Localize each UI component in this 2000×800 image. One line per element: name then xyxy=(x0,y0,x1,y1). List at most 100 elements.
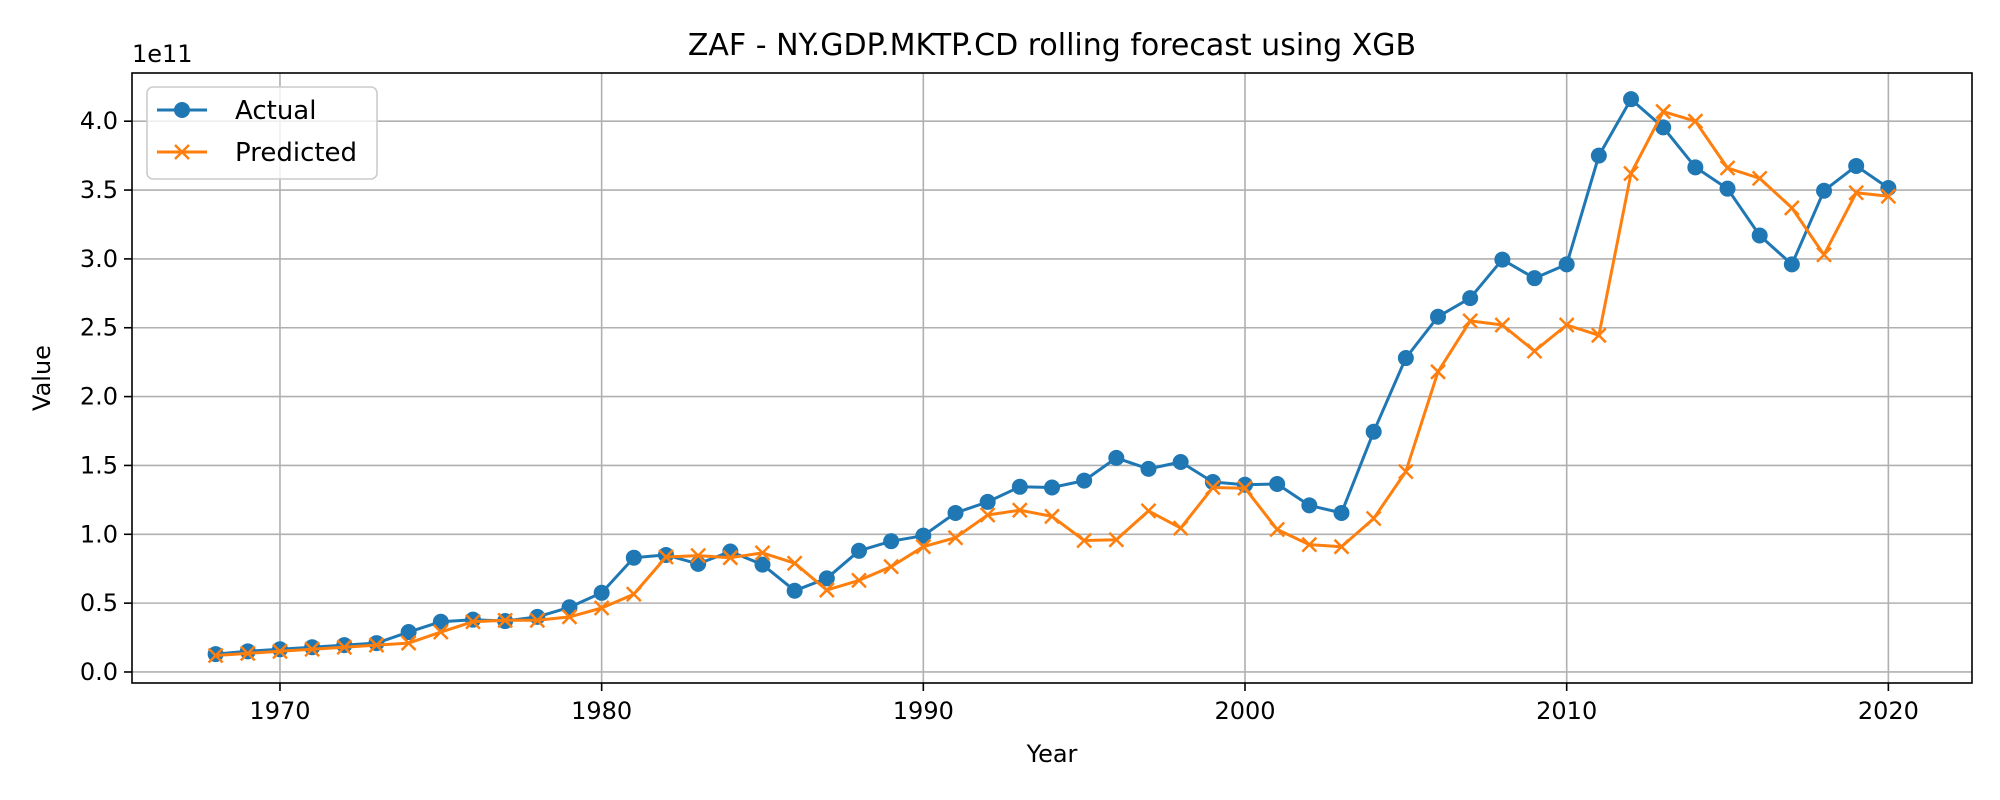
y-tick-label: 1.0 xyxy=(80,520,118,548)
legend-label-predicted: Predicted xyxy=(235,138,357,168)
y-tick-label: 2.5 xyxy=(80,314,118,342)
x-tick-label: 1970 xyxy=(249,697,310,725)
predicted-point xyxy=(1687,113,1704,130)
series-predicted xyxy=(207,103,1897,664)
actual-point xyxy=(1365,423,1382,440)
predicted-point xyxy=(1044,508,1060,525)
actual-point xyxy=(1076,472,1093,489)
predicted-point xyxy=(1494,317,1511,333)
actual-point xyxy=(336,637,353,654)
predicted-point xyxy=(979,507,996,523)
y-tick-label: 0.0 xyxy=(80,658,118,686)
predicted-point xyxy=(529,612,546,629)
predicted-point xyxy=(465,613,481,630)
actual-point xyxy=(1172,453,1189,470)
actual-point xyxy=(657,546,674,563)
actual-point xyxy=(690,555,707,572)
predicted-point xyxy=(1462,312,1479,329)
predicted-point xyxy=(754,544,771,561)
x-tick-label: 2020 xyxy=(1858,697,1919,725)
predicted-point xyxy=(1301,536,1318,553)
predicted-point xyxy=(1333,538,1350,555)
actual-point xyxy=(1494,251,1511,268)
actual-point xyxy=(1526,270,1543,287)
actual-point xyxy=(850,542,867,559)
actual-point xyxy=(1751,227,1768,244)
actual-point xyxy=(304,639,321,656)
predicted-point xyxy=(593,600,610,616)
actual-point xyxy=(1719,180,1736,197)
y-tick-label: 0.5 xyxy=(80,589,118,617)
predicted-point xyxy=(851,572,867,589)
actual-point xyxy=(1011,478,1028,495)
predicted-point xyxy=(1623,165,1639,182)
actual-point xyxy=(593,584,610,601)
predicted-point xyxy=(1430,363,1446,380)
predicted-point xyxy=(207,647,224,664)
actual-point xyxy=(1687,159,1704,176)
legend-marker-predicted xyxy=(174,144,190,160)
predicted-point xyxy=(1848,184,1865,201)
actual-point xyxy=(1623,91,1640,108)
x-tick-label: 1980 xyxy=(571,697,632,725)
predicted-point xyxy=(272,643,288,660)
x-tick-label: 1990 xyxy=(893,697,954,725)
y-tick-label: 1.5 xyxy=(80,451,118,479)
predicted-point xyxy=(1751,170,1768,187)
actual-point xyxy=(1397,350,1414,367)
actual-point xyxy=(883,533,900,550)
y-tick-label: 2.0 xyxy=(80,383,118,411)
predicted-point xyxy=(1655,103,1672,120)
actual-point xyxy=(818,570,835,587)
grid xyxy=(132,73,1972,683)
actual-point xyxy=(271,641,288,658)
x-tick-label: 2010 xyxy=(1536,697,1597,725)
predicted-point xyxy=(1783,200,1800,216)
actual-point xyxy=(1558,256,1575,273)
predicted-point xyxy=(336,639,353,656)
actual-point xyxy=(464,611,481,628)
predicted-point xyxy=(818,582,835,598)
actual-point xyxy=(1044,479,1060,496)
actual-point xyxy=(1816,182,1833,199)
actual-point xyxy=(432,613,449,630)
predicted-point xyxy=(786,555,803,572)
plot-frame xyxy=(131,72,1973,684)
predicted-point xyxy=(1719,160,1736,176)
predicted-point xyxy=(1397,463,1414,480)
predicted-point xyxy=(690,547,707,564)
predicted-point xyxy=(304,641,321,658)
predicted-point xyxy=(1365,510,1382,527)
actual-line xyxy=(215,97,1890,656)
predicted-line xyxy=(215,110,1889,657)
actual-point xyxy=(754,556,771,573)
actual-point xyxy=(239,643,256,660)
x-axis: 1970 1980 1990 2000 2010 2020 xyxy=(249,683,1919,725)
predicted-point xyxy=(1590,327,1607,344)
predicted-point xyxy=(722,549,739,566)
actual-point xyxy=(1204,473,1221,490)
actual-point xyxy=(947,504,964,521)
x-axis-label: Year xyxy=(1026,740,1078,768)
y-axis-label: Value xyxy=(28,345,56,411)
predicted-point xyxy=(368,637,385,654)
legend-label-actual: Actual xyxy=(235,96,316,126)
x-tick-label: 2000 xyxy=(1214,697,1275,725)
actual-point xyxy=(1108,449,1125,466)
actual-point xyxy=(979,493,996,510)
predicted-point xyxy=(1140,502,1157,519)
actual-point xyxy=(1140,460,1157,477)
chart-title: ZAF - NY.GDP.MKTP.CD rolling forecast us… xyxy=(688,28,1416,63)
predicted-point xyxy=(1526,343,1543,360)
actual-point xyxy=(625,549,642,566)
predicted-point xyxy=(1237,480,1253,497)
y-axis: 0.0 0.5 1.0 1.5 2.0 2.5 3.0 3.5 4.0 xyxy=(80,107,132,686)
predicted-point xyxy=(1076,532,1093,549)
predicted-point xyxy=(883,558,900,575)
actual-point xyxy=(1783,256,1800,273)
actual-point xyxy=(368,635,385,652)
legend-marker-actual xyxy=(174,102,190,118)
actual-point xyxy=(1430,308,1447,325)
predicted-point xyxy=(1172,520,1189,536)
